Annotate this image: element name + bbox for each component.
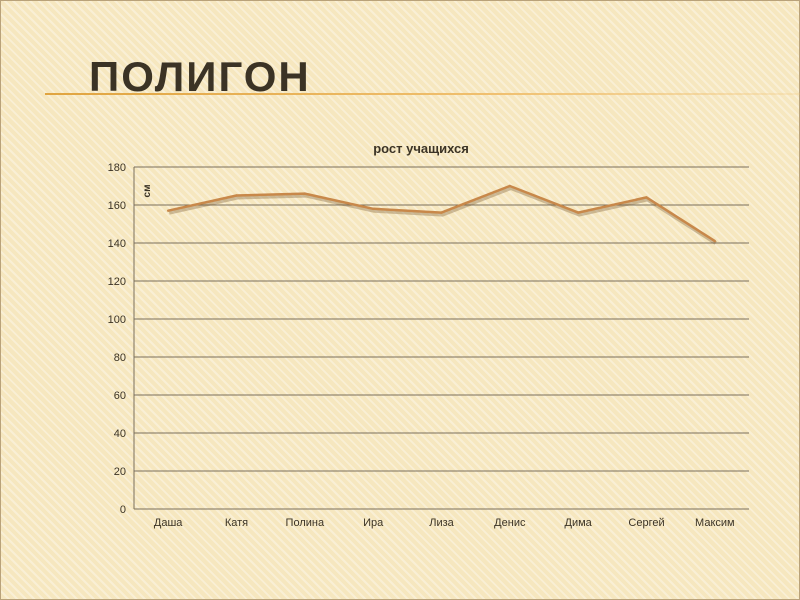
slide-title: ПОЛИГОН	[89, 53, 311, 100]
data-point	[235, 194, 238, 197]
series-layer	[166, 184, 717, 245]
y-axis-ticks: 0 20 40 60 80 100 120 140 160 180	[108, 162, 126, 516]
y-tick-label: 100	[108, 314, 126, 326]
y-tick-label: 60	[114, 390, 126, 402]
y-tick-label: 20	[114, 466, 126, 478]
series-line-shadow	[168, 185, 717, 245]
gridlines	[133, 166, 749, 510]
y-tick-label: 80	[114, 352, 126, 364]
x-axis-ticks: Даша Катя Полина Ира Лиза Денис Дима Сергей Макс…	[154, 517, 735, 529]
data-point	[645, 196, 648, 199]
y-tick-label: 160	[108, 200, 126, 212]
data-point	[508, 184, 512, 188]
y-tick-label: 0	[120, 504, 126, 516]
data-point	[166, 209, 170, 212]
title-underline	[45, 93, 800, 95]
x-tick-label: Ира	[363, 517, 384, 529]
x-tick-label: Катя	[225, 517, 248, 529]
data-point	[713, 239, 717, 243]
x-tick-label: Сергей	[628, 517, 664, 529]
x-tick-label: Денис	[494, 517, 526, 529]
x-tick-label: Полина	[286, 517, 325, 529]
data-point	[371, 207, 375, 210]
y-axis-label: см	[142, 185, 153, 198]
data-point	[576, 211, 580, 214]
data-point	[303, 192, 307, 195]
chart-title: рост учащихся	[373, 141, 469, 156]
x-tick-label: Лиза	[429, 517, 454, 529]
y-tick-label: 40	[114, 428, 126, 440]
data-point	[440, 211, 443, 214]
x-tick-label: Дима	[565, 517, 593, 529]
y-tick-label: 140	[108, 238, 126, 250]
y-tick-label: 120	[108, 276, 126, 288]
x-tick-label: Даша	[154, 517, 183, 529]
y-tick-label: 180	[108, 162, 126, 174]
x-tick-label: Максим	[695, 517, 735, 529]
